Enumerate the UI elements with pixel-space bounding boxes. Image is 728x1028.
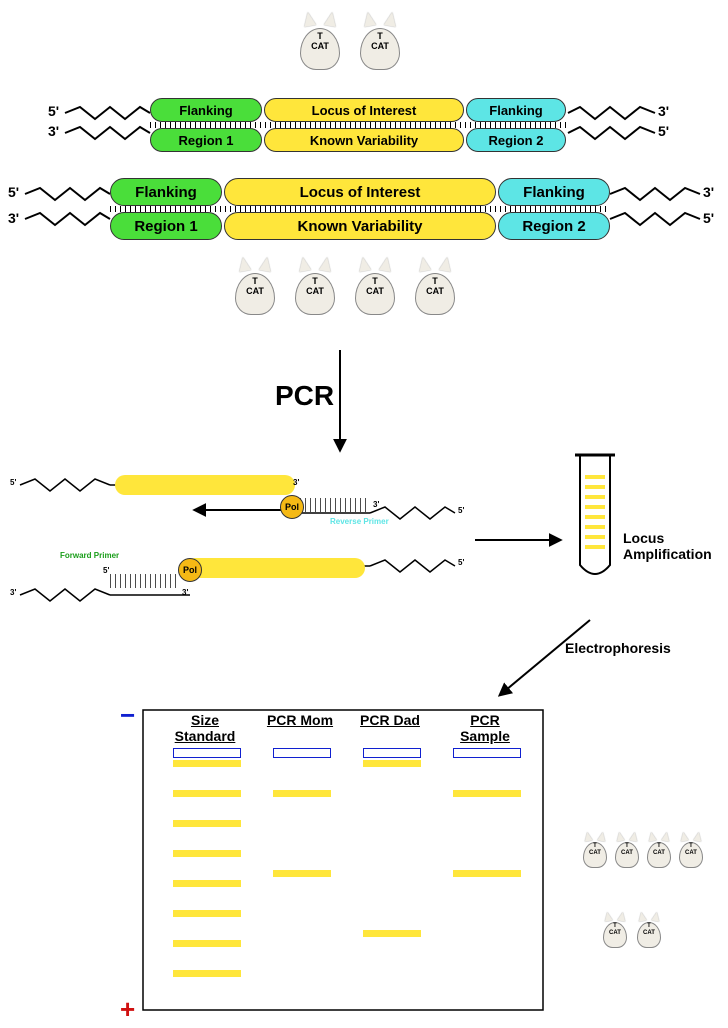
- rev-primer-region: [300, 498, 370, 512]
- gel-band: [173, 880, 241, 887]
- cat-icon: TCAT: [600, 910, 630, 948]
- end: 5': [458, 558, 464, 567]
- pcr-label: PCR: [275, 380, 334, 412]
- end: 3': [373, 500, 379, 509]
- fwd-primer-text: Forward Primer: [60, 551, 119, 560]
- end: 3': [10, 588, 16, 597]
- gel-band: [453, 790, 521, 797]
- cat-icon: TCAT: [290, 255, 340, 315]
- end: 5': [458, 506, 464, 515]
- gel-col-1: PCR Mom: [265, 712, 335, 728]
- flank2-bot: Region 2: [466, 128, 566, 152]
- end-label: 5': [48, 103, 59, 119]
- flank1-bot: Region 1: [150, 128, 262, 152]
- flank2-bot-2: Region 2: [498, 212, 610, 240]
- locus-bot: Known Variability: [264, 128, 464, 152]
- gel-well: [363, 748, 421, 758]
- tube-label: Locus Amplification: [623, 530, 723, 562]
- gel-col-3: PCR Sample: [445, 712, 525, 744]
- pol-enzyme-top: Pol: [280, 495, 304, 519]
- rev-primer-text: Reverse Primer: [330, 517, 389, 526]
- gel-band: [173, 790, 241, 797]
- end-label: 3': [658, 103, 669, 119]
- locus-top: Locus of Interest: [264, 98, 464, 122]
- gel-band: [363, 760, 421, 767]
- gel-band: [173, 910, 241, 917]
- flank1-bot-2: Region 1: [110, 212, 222, 240]
- cat-icon: TCAT: [410, 255, 460, 315]
- gel-well: [173, 748, 241, 758]
- locus-bot-2: Known Variability: [224, 212, 496, 240]
- cat-icon: TCAT: [612, 830, 642, 868]
- end-label: 3': [703, 184, 714, 200]
- flank1-top-2: Flanking: [110, 178, 222, 206]
- end-label: 3': [8, 210, 19, 226]
- gel-band: [173, 820, 241, 827]
- result-cats-2: TCATTCAT: [600, 910, 664, 948]
- gel-anode: +: [120, 994, 135, 1025]
- gel-well: [273, 748, 331, 758]
- cat-icon: TCAT: [580, 830, 610, 868]
- end-label: 3': [48, 123, 59, 139]
- flank1-top: Flanking: [150, 98, 262, 122]
- locus-top-2: Locus of Interest: [224, 178, 496, 206]
- cat-icon: TCAT: [295, 10, 345, 70]
- end-label: 5': [658, 123, 669, 139]
- pol-enzyme-bot: Pol: [178, 558, 202, 582]
- gel-band: [173, 850, 241, 857]
- parent-cats-top: TCATTCAT: [295, 10, 405, 70]
- gel-cathode: −: [120, 700, 135, 731]
- forward-primer-label: Forward Primer: [60, 552, 119, 560]
- end: 3': [182, 588, 188, 597]
- end-label: 5': [8, 184, 19, 200]
- gel-band: [173, 940, 241, 947]
- gel-col-0: Size Standard: [165, 712, 245, 744]
- electrophoresis-label: Electrophoresis: [565, 640, 671, 656]
- end: 5': [103, 566, 109, 575]
- gel-band: [273, 870, 331, 877]
- flank2-top-2: Flanking: [498, 178, 610, 206]
- end: 3': [293, 478, 299, 487]
- template-bot: [185, 558, 365, 578]
- flank2-top: Flanking: [466, 98, 566, 122]
- cat-icon: TCAT: [355, 10, 405, 70]
- repeat-cats-4: TCATTCATTCATTCAT: [230, 255, 460, 315]
- end-label: 5': [703, 210, 714, 226]
- gel-band: [363, 930, 421, 937]
- cat-icon: TCAT: [634, 910, 664, 948]
- gel-col-2: PCR Dad: [355, 712, 425, 728]
- gel-well: [453, 748, 521, 758]
- reverse-primer-label: Reverse Primer: [330, 518, 389, 526]
- end: 5': [10, 478, 16, 487]
- gel-band: [453, 870, 521, 877]
- gel-band: [173, 970, 241, 977]
- cat-icon: TCAT: [230, 255, 280, 315]
- cat-icon: TCAT: [644, 830, 674, 868]
- template-top: [115, 475, 295, 495]
- fwd-primer-region: [110, 574, 180, 588]
- gel-band: [273, 790, 331, 797]
- result-cats-4: TCATTCATTCATTCAT: [580, 830, 706, 868]
- cat-icon: TCAT: [676, 830, 706, 868]
- cat-icon: TCAT: [350, 255, 400, 315]
- gel-band: [173, 760, 241, 767]
